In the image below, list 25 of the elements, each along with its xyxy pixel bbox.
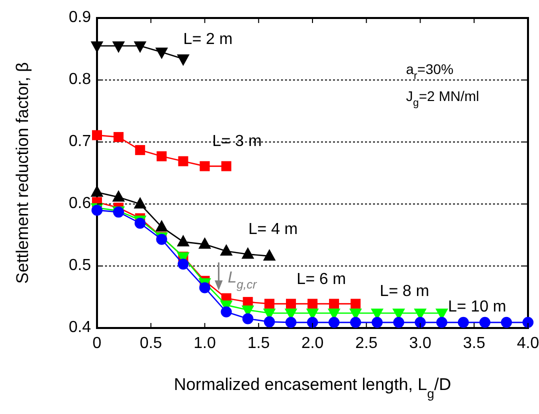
x-tick-label: 3.5 (463, 335, 486, 352)
series-label: L= 8 m (380, 283, 430, 300)
y-tick-label: 0.8 (68, 71, 92, 88)
x-tick-label: 1.5 (248, 335, 270, 352)
x-tick-label: 0.5 (140, 335, 162, 352)
y-tick-label: 0.6 (68, 195, 92, 212)
x-tick-label: 3.0 (409, 335, 432, 352)
series-label: L= 6 m (296, 271, 346, 288)
x-tick-label: 4.0 (516, 335, 539, 352)
x-tick-label: 0 (92, 335, 102, 352)
y-axis-title: Settlement reduction factor, β (13, 62, 32, 284)
x-axis-title: Normalized encasement length, L$_{g}$/D (174, 375, 452, 400)
x-tick-label: 2.0 (301, 335, 324, 352)
annotation: a$_{r}$=30% (406, 60, 454, 82)
y-tick-label: 0.7 (68, 133, 92, 150)
y-tick-label: 0.4 (68, 319, 92, 336)
annotation: L$_{g,cr}$ (228, 270, 258, 292)
y-tick-label: 0.5 (68, 257, 92, 274)
annotation: J$_{g}$=2 MN/ml (406, 88, 480, 109)
series-label: L= 4 m (248, 221, 298, 238)
series-label: L= 10 m (448, 298, 506, 316)
x-tick-label: 1.0 (194, 335, 216, 352)
y-tick-label: 0.9 (68, 9, 92, 26)
legend-label: L= 2 m (183, 31, 233, 48)
x-tick-label: 2.5 (355, 335, 378, 352)
